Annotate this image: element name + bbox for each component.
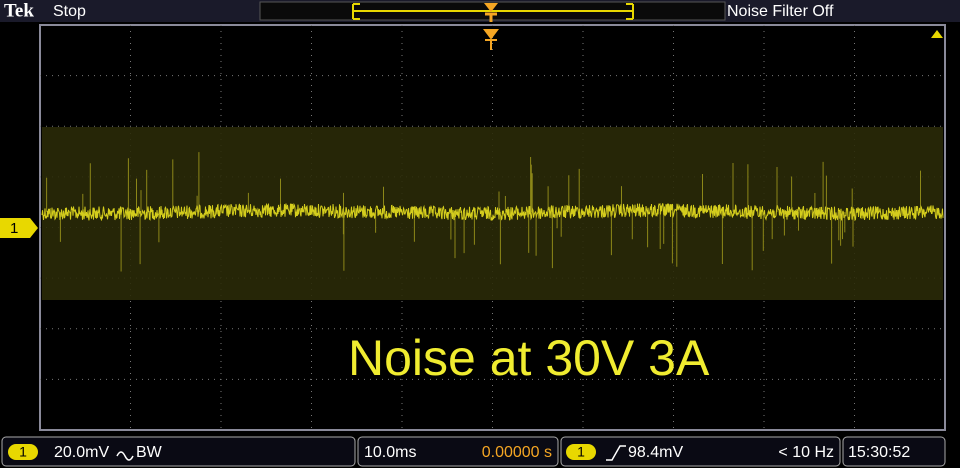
status: Stop bbox=[53, 3, 86, 20]
timebase-position: 0.00000 s bbox=[482, 444, 552, 461]
trigger-badge bbox=[566, 444, 596, 460]
noise-spikes bbox=[46, 152, 921, 272]
channel-marker: 1 bbox=[10, 220, 18, 237]
timebase-box bbox=[357, 436, 559, 467]
trigger-source: 1 bbox=[577, 444, 585, 460]
channel-box bbox=[1, 436, 356, 467]
channel-badge bbox=[8, 444, 38, 460]
noise-filter: Noise Filter Off bbox=[727, 3, 834, 20]
trigger-level-arrow bbox=[931, 30, 943, 38]
trigger-position-t bbox=[485, 12, 497, 22]
trigger-level: 98.4mV bbox=[628, 444, 683, 461]
brand: Tek bbox=[4, 0, 34, 21]
channel-marker-shape bbox=[0, 218, 38, 238]
trigger-frequency: < 10 Hz bbox=[778, 444, 834, 461]
clock: 15:30:52 bbox=[848, 444, 910, 461]
bandwidth-limit: BW bbox=[136, 444, 163, 461]
channel-label: 1 bbox=[19, 444, 27, 460]
trigger-box bbox=[560, 436, 841, 467]
trigger-position-icon bbox=[484, 3, 498, 12]
bandwidth-icon bbox=[116, 451, 134, 461]
clock-box bbox=[842, 436, 946, 467]
channel-scale: 20.0mV bbox=[54, 444, 109, 461]
noise-trace bbox=[41, 202, 944, 222]
annotation: Noise at 30V 3A bbox=[348, 330, 710, 386]
trigger-marker bbox=[483, 29, 499, 50]
waveform bbox=[41, 152, 944, 272]
view-bracket bbox=[352, 3, 634, 20]
timebase-scale: 10.0ms bbox=[364, 444, 416, 461]
trigger-slope-icon bbox=[606, 445, 626, 461]
